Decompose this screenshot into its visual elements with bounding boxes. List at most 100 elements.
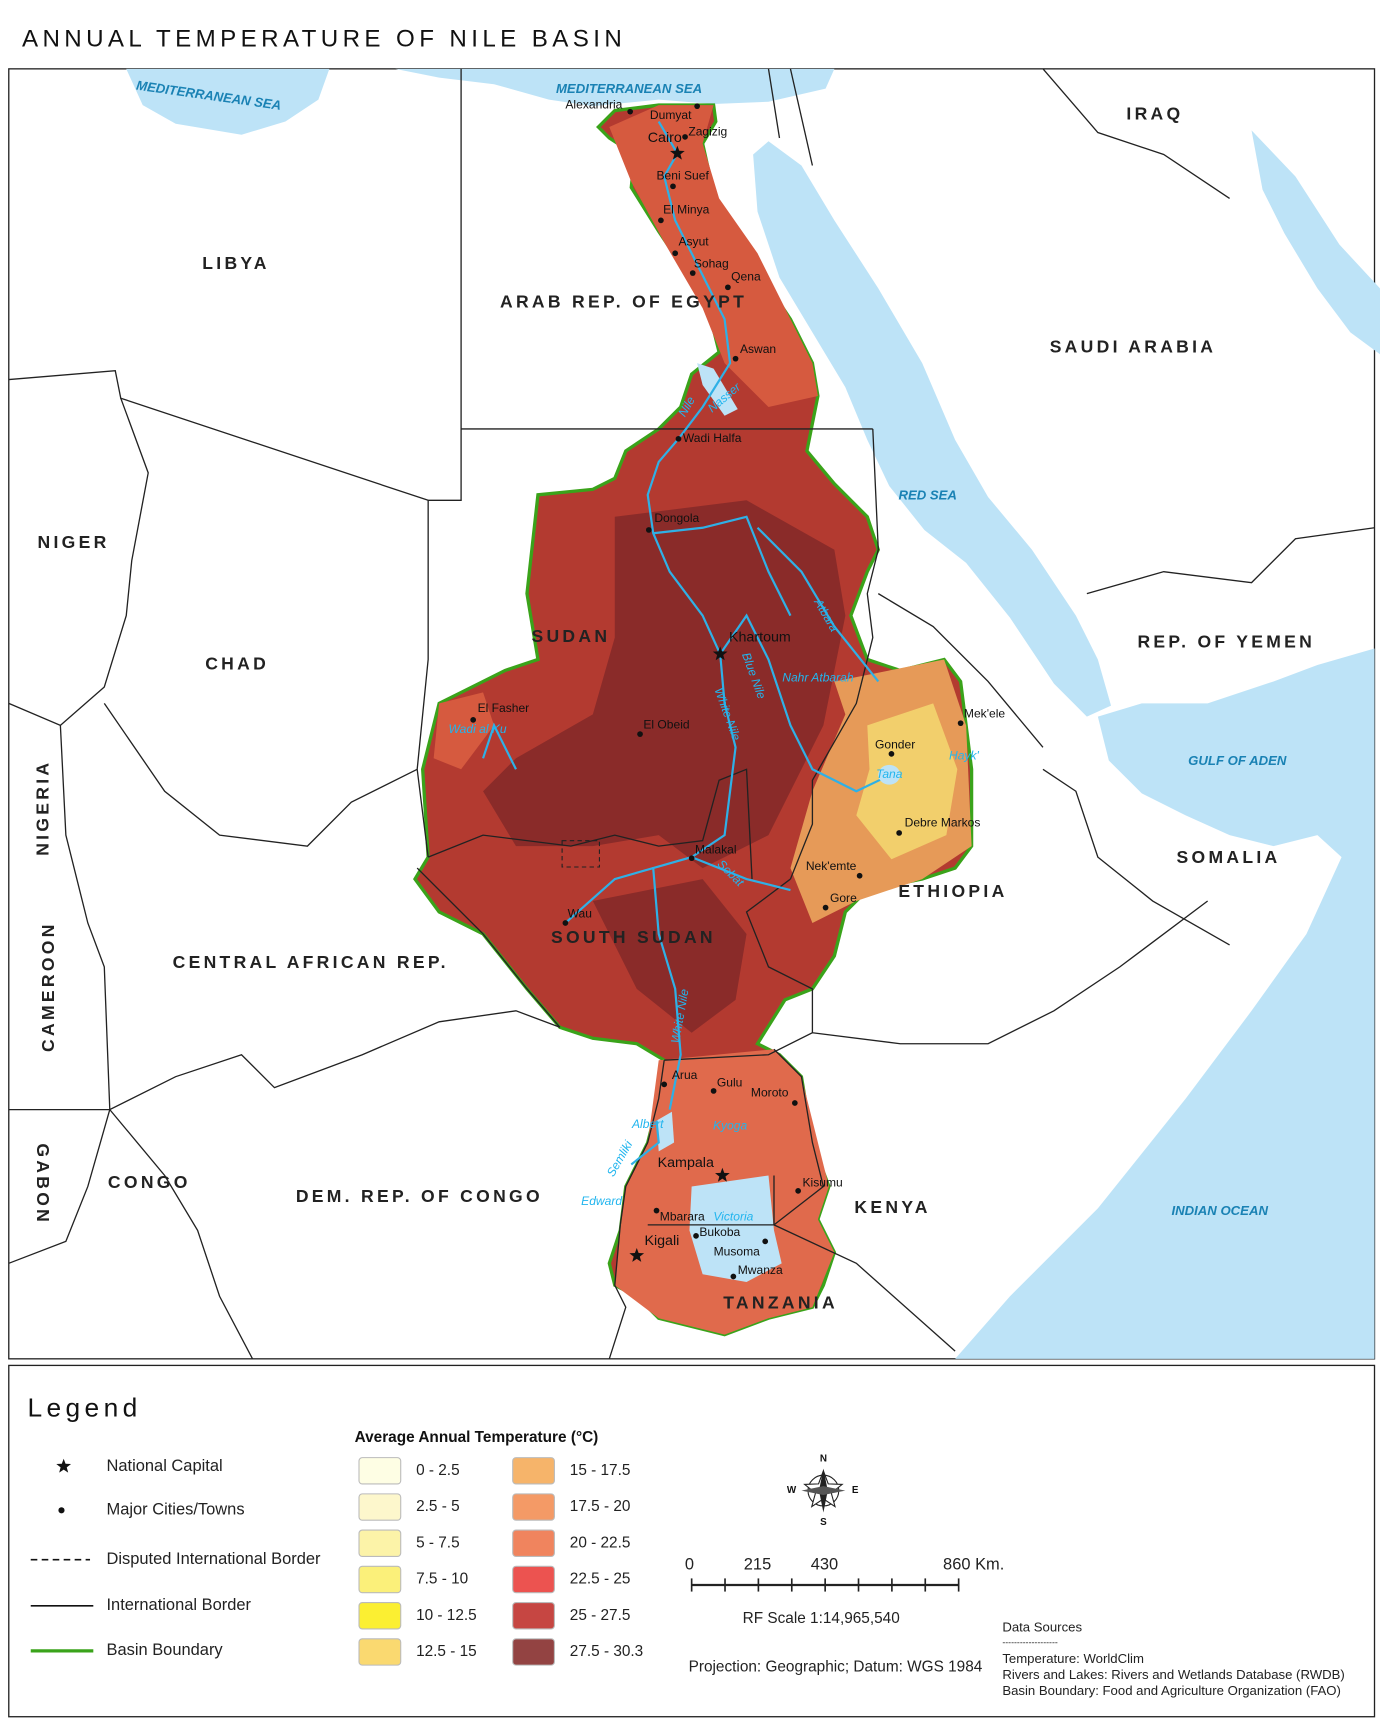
city-label: Mek'ele (964, 707, 1005, 721)
water-label: Wadi al Ku (449, 722, 507, 736)
compass-e: E (852, 1485, 859, 1496)
compass-n: N (820, 1453, 827, 1464)
city-label: Asyut (678, 234, 709, 248)
city-label: Kampala (658, 1155, 714, 1171)
temperature-swatch (358, 1638, 402, 1666)
water-label: Kyoga (713, 1118, 747, 1132)
compass-w: W (787, 1485, 797, 1496)
temperature-label: 7.5 - 10 (416, 1571, 468, 1588)
town-marker (822, 904, 829, 911)
international-border (59, 725, 111, 1110)
international-border (812, 900, 1209, 1045)
legend-label: Major Cities/Towns (106, 1501, 244, 1519)
projection: Projection: Geographic; Datum: WGS 1984 (689, 1658, 983, 1675)
highland (856, 703, 958, 860)
town-marker (730, 1273, 737, 1280)
international-border (647, 1175, 775, 1226)
sea-label: RED SEA (898, 487, 956, 502)
country-label: CAMEROON (38, 921, 58, 1052)
town-marker (693, 1233, 699, 1239)
international-border (8, 867, 561, 1111)
country-label: KENYA (854, 1197, 930, 1217)
city-label: Mbarara (660, 1209, 705, 1223)
water-label: Edward (581, 1194, 623, 1208)
legend-town (58, 1507, 65, 1514)
temperature-label: 5 - 7.5 (416, 1534, 460, 1551)
water-label: Hayk' (949, 748, 979, 762)
legend-label: International Border (106, 1596, 251, 1614)
city-label: Gore (830, 891, 857, 905)
city-label: Gonder (875, 737, 915, 751)
temperature-label: 27.5 - 30.3 (570, 1643, 643, 1660)
town-marker (689, 270, 696, 276)
international-border (109, 1109, 254, 1360)
legend-label: Disputed International Border (106, 1550, 321, 1568)
international-border (608, 1224, 627, 1360)
city-label: El Obeid (643, 718, 689, 732)
legend-label: Basin Boundary (106, 1641, 223, 1659)
city-label: Malakal (695, 843, 737, 857)
city-label: El Minya (663, 203, 710, 217)
sources-separator: ------------------- (1002, 1637, 1058, 1647)
scale-label: 430 (811, 1556, 838, 1574)
international-border (8, 370, 429, 501)
temperature-label: 10 - 12.5 (416, 1607, 477, 1624)
city-label: El Fasher (478, 701, 530, 715)
country-label: SOUTH SUDAN (551, 927, 716, 947)
town-marker (688, 855, 695, 862)
temperature-label: 25 - 27.5 (570, 1607, 631, 1624)
country-label: SOMALIA (1177, 847, 1281, 867)
legend-title: Legend (27, 1392, 141, 1422)
scale-label: 0 (685, 1556, 694, 1574)
city-label: Qena (731, 270, 761, 284)
city-label: Aswan (740, 342, 776, 356)
town-marker (732, 355, 739, 362)
international-border (103, 703, 418, 847)
temperature-swatch (358, 1565, 402, 1594)
town-marker (888, 751, 895, 757)
city-label: Zagizig (688, 125, 727, 139)
town-marker (710, 1088, 717, 1094)
town-marker (675, 435, 682, 442)
city-label: Nek'emte (806, 859, 857, 873)
sources-title: Data Sources (1002, 1619, 1082, 1634)
country-label: CENTRAL AFRICAN REP. (173, 952, 449, 972)
temperature-label: 15 - 17.5 (570, 1462, 631, 1479)
town-marker (762, 1238, 769, 1245)
town-marker (682, 134, 688, 140)
compass-s: S (820, 1517, 827, 1528)
lake-tana (878, 764, 901, 785)
international-border (1086, 527, 1375, 595)
river (653, 515, 792, 617)
source-item: Temperature: WorldClim (1002, 1651, 1144, 1666)
water-label: Victoria (713, 1209, 753, 1223)
temperature-swatch (512, 1493, 555, 1521)
basin-warm (433, 692, 495, 770)
country-label: SAUDI ARABIA (1050, 336, 1217, 356)
river (630, 1120, 660, 1166)
city-label: Kigali (644, 1233, 679, 1249)
temperature-swatch (358, 1602, 402, 1630)
capital-marker (712, 646, 728, 661)
international-border (1042, 68, 1230, 199)
temperature-label: 20 - 22.5 (570, 1534, 631, 1551)
river (756, 526, 880, 683)
town-marker (637, 731, 643, 738)
city-label: Cairo (648, 130, 682, 146)
sea (753, 141, 1112, 717)
town-marker (645, 527, 652, 533)
town-marker (562, 920, 569, 926)
city-label: Sohag (694, 256, 729, 270)
town-marker (725, 284, 731, 291)
lake (689, 1175, 782, 1282)
country-label: DEM. REP. OF CONGO (296, 1186, 543, 1206)
legend-capital (56, 1458, 72, 1473)
country-label: TANZANIA (723, 1293, 838, 1313)
basin-warm (609, 105, 818, 407)
scale-label: 215 (744, 1556, 771, 1574)
sea (1251, 130, 1380, 355)
country-label: LIBYA (202, 253, 270, 273)
town-marker (658, 217, 664, 224)
country-label: ARAB REP. OF EGYPT (500, 291, 747, 311)
